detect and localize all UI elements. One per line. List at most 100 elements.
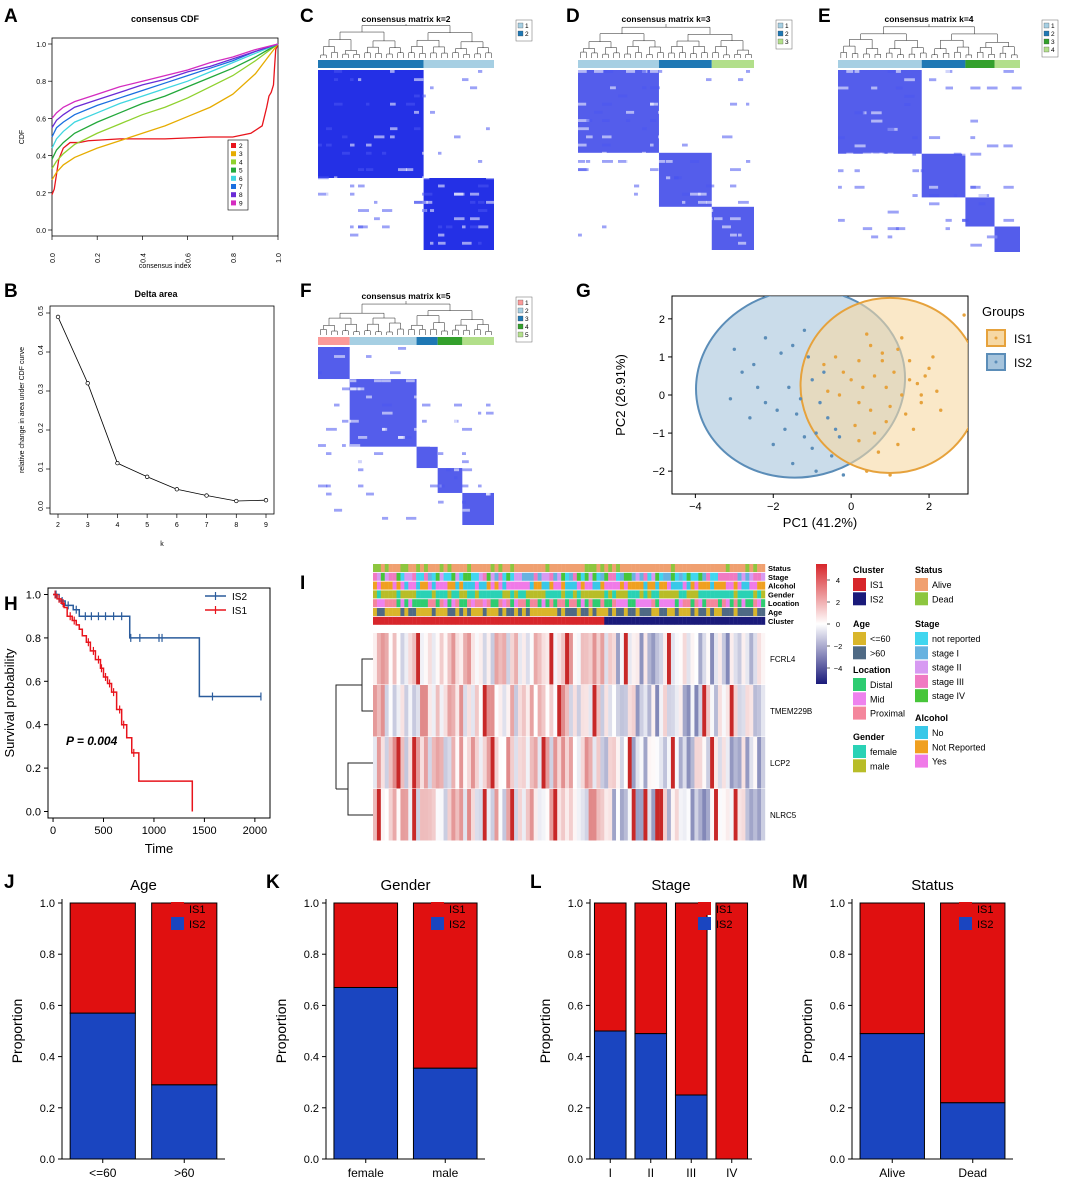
annotation-cell — [569, 616, 574, 625]
consensus-cell — [970, 185, 976, 189]
consensus-cell — [486, 127, 490, 131]
heatmap-cell — [478, 789, 483, 841]
consensus-cell — [382, 427, 388, 431]
annotation-cell — [506, 564, 511, 572]
consensus-cell — [342, 135, 348, 139]
annotation-cell — [455, 616, 460, 625]
heatmap-cell — [400, 633, 405, 685]
annotation-cell — [753, 616, 758, 625]
annotation-cell — [753, 590, 758, 599]
consensus-cell — [390, 476, 400, 480]
annotation-cell — [471, 608, 476, 616]
heatmap-cell — [682, 737, 687, 789]
consensus-cell — [318, 225, 329, 229]
heatmap-cell — [416, 633, 421, 685]
annotation-cell — [565, 590, 570, 599]
consensus-cell — [478, 484, 482, 488]
heatmap-cell — [682, 685, 687, 737]
annotation-cell — [482, 616, 487, 625]
annotation-cell — [525, 564, 530, 572]
bar-IS2->60 — [151, 1084, 218, 1160]
cdf-line-5 — [51, 43, 279, 160]
annotation-cell — [412, 590, 417, 599]
heatmap-cell — [612, 633, 617, 685]
heatmap-cell — [753, 789, 758, 841]
y-tick-label: 0.4 — [36, 154, 46, 161]
point-IS2 — [763, 400, 768, 405]
annotation-cell — [541, 616, 546, 625]
annotation-cell — [761, 590, 766, 599]
heatmap-cell — [545, 789, 550, 841]
legend-label: Not Reported — [932, 742, 986, 752]
heatmap-cell — [416, 737, 421, 789]
consensus-cell — [626, 70, 636, 73]
consensus-cell — [318, 143, 322, 147]
heatmap-cell — [600, 789, 605, 841]
heatmap-cell — [561, 685, 566, 737]
consensus-cell — [462, 387, 466, 391]
annotation-cell — [674, 564, 679, 572]
consensus-cell — [1003, 144, 1013, 148]
x-tick-label: −2 — [767, 501, 780, 513]
delta-point — [204, 493, 209, 498]
consensus-cell — [602, 160, 613, 163]
cluster-bar-1 — [318, 337, 350, 345]
consensus-cell — [366, 102, 370, 106]
heatmap-cell — [659, 789, 664, 841]
legend-label: male — [870, 761, 890, 771]
annotation-cell — [753, 608, 758, 616]
chart-title: consensus matrix k=4 — [884, 14, 973, 24]
legend-label: stage III — [932, 677, 964, 687]
annotation-cell — [412, 608, 417, 616]
heatmap-cell — [565, 789, 570, 841]
consensus-cell — [618, 160, 628, 163]
annotation-cell — [376, 581, 382, 590]
consensus-cell — [986, 78, 996, 82]
consensus-cell — [962, 218, 969, 222]
consensus-cell — [470, 192, 480, 196]
annotation-cell — [698, 616, 703, 625]
annotation-cell — [706, 616, 711, 625]
consensus-cell — [642, 70, 646, 73]
annotation-cell — [494, 581, 499, 590]
annotation-cell — [674, 590, 679, 599]
annotation-cell — [443, 599, 448, 608]
cluster-bar-1 — [838, 60, 922, 68]
heatmap-cell — [729, 633, 734, 685]
annotation-cell — [537, 599, 542, 608]
consensus-cell — [738, 192, 746, 196]
consensus-cell — [746, 70, 751, 73]
consensus-cell — [438, 500, 444, 504]
annotation-cell — [619, 590, 625, 599]
annotation-cell — [533, 572, 538, 581]
heatmap-cell — [686, 789, 691, 841]
consensus-cell — [342, 444, 346, 447]
annotation-cell — [741, 564, 746, 572]
consensus-cell — [454, 102, 460, 106]
annotation-cell — [502, 590, 507, 599]
heatmap-cell — [584, 737, 589, 789]
heatmap-cell — [753, 737, 758, 789]
cluster-bar-3 — [416, 337, 438, 345]
y-tick-label: 0.0 — [26, 806, 41, 818]
annotation-cell — [588, 608, 593, 616]
consensus-cell — [422, 200, 433, 204]
heatmap-cell — [733, 633, 738, 685]
x-tick-label: I — [609, 1166, 612, 1180]
bar-IS2-Dead — [940, 1102, 1006, 1160]
annotation-cell — [572, 616, 578, 625]
annotation-cell — [529, 599, 534, 608]
annotation-cell — [686, 616, 691, 625]
legend-label: 9 — [239, 200, 243, 207]
annotation-cell — [392, 590, 397, 599]
annotation-cell — [404, 608, 409, 616]
point-IS2 — [763, 336, 768, 340]
consensus-cell — [470, 225, 479, 229]
heatmap-cell — [757, 633, 762, 685]
legend-swatch — [915, 592, 928, 606]
annotation-cell — [569, 599, 574, 608]
point-IS2 — [779, 351, 783, 355]
annotation-cell — [592, 590, 597, 599]
annotation-cell — [651, 599, 656, 608]
consensus-cell — [586, 160, 591, 163]
